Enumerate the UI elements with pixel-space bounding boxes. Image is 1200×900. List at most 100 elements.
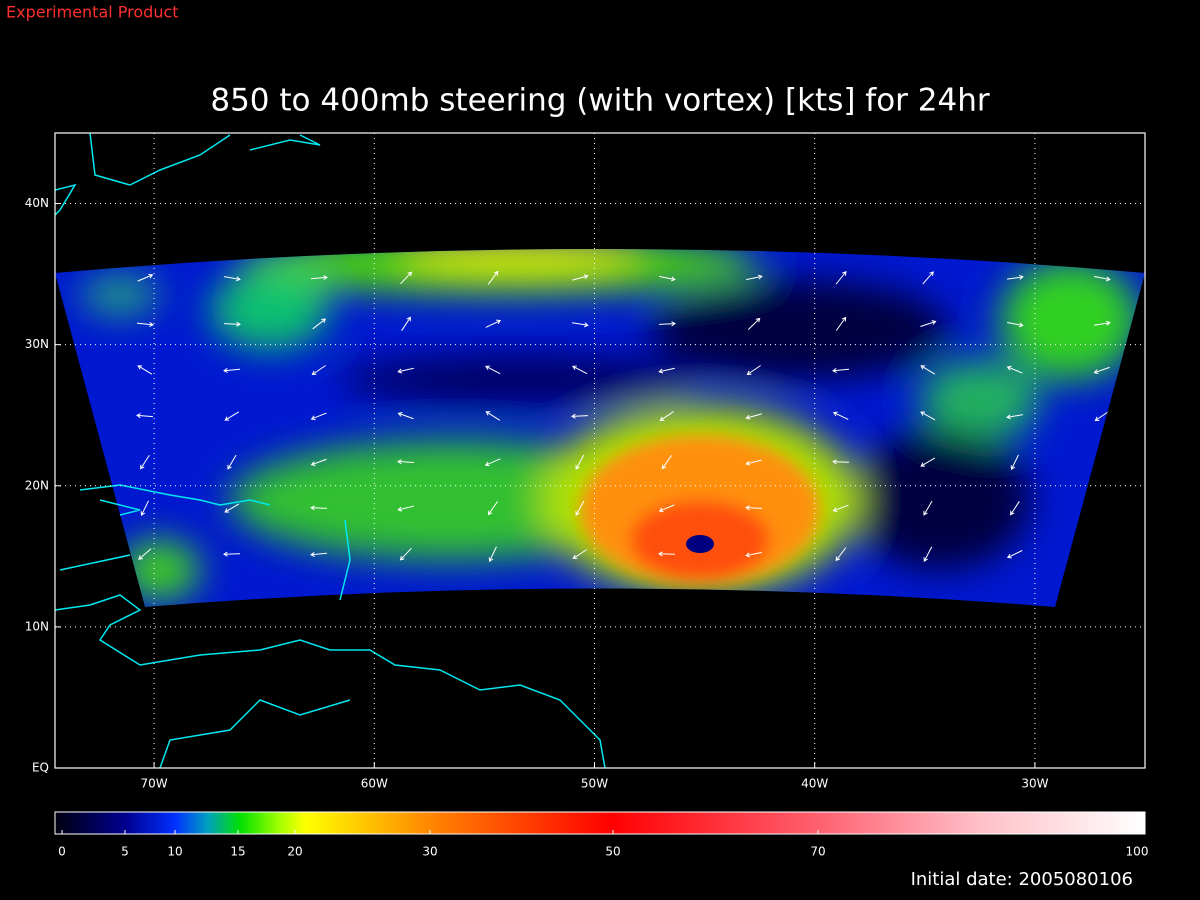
wind-arrow — [223, 551, 241, 557]
wind-arrow — [485, 319, 502, 328]
wind-arrow — [1007, 321, 1024, 328]
wind-arrow — [922, 271, 934, 285]
wind-arrow — [747, 317, 761, 330]
y-tick-label: 30N — [25, 337, 49, 351]
wind-arrow — [137, 365, 153, 375]
wind-arrow — [658, 504, 675, 513]
wind-arrow — [1096, 455, 1108, 469]
wind-arrow — [485, 365, 501, 375]
wind-arrow — [1010, 501, 1020, 516]
wind-arrow — [310, 412, 327, 421]
wind-arrow — [224, 411, 240, 421]
colorbar-label: 0 — [58, 845, 66, 859]
map-frame — [54, 132, 1146, 769]
wind-arrow — [310, 275, 328, 281]
wind-arrow — [658, 367, 675, 374]
wind-arrow — [575, 454, 585, 470]
colorbar-label: 5 — [121, 845, 129, 859]
y-tick-label: 10N — [25, 619, 49, 633]
wind-arrow — [397, 505, 414, 512]
wind-arrow — [1093, 366, 1110, 374]
wind-arrow — [575, 500, 585, 516]
wind-arrow — [1094, 320, 1111, 326]
y-tick-label: 20N — [25, 478, 49, 492]
wind-arrow — [1006, 414, 1023, 420]
wind-arrow — [835, 316, 847, 331]
wind-arrow — [658, 551, 676, 557]
colorbar-label: 70 — [810, 845, 825, 859]
wind-arrow — [745, 413, 762, 420]
wind-arrow — [223, 367, 241, 373]
y-tick-label: EQ — [32, 761, 49, 775]
wind-arrow — [832, 459, 850, 465]
wind-arrow — [920, 365, 936, 375]
wind-arrow — [227, 454, 237, 470]
wind-arrow — [1093, 505, 1110, 512]
wind-arrow — [658, 321, 676, 327]
x-tick-label: 50W — [581, 777, 608, 791]
wind-arrow — [138, 548, 152, 560]
x-tick-label: 40W — [801, 777, 828, 791]
wind-arrow — [746, 365, 761, 376]
wind-arrow — [832, 504, 849, 513]
wind-arrow — [920, 457, 936, 467]
wind-arrow — [571, 413, 589, 419]
wind-arrow — [746, 274, 763, 281]
wind-arrow — [1010, 454, 1019, 471]
wind-arrow — [487, 501, 498, 516]
y-tick-label: 40N — [25, 196, 49, 210]
x-tick-label: 30W — [1021, 777, 1048, 791]
chart-title: 850 to 400mb steering (with vortex) [kts… — [210, 83, 990, 119]
colorbar-label: 15 — [230, 845, 245, 859]
wind-arrow — [745, 505, 763, 511]
wind-arrow — [485, 411, 501, 421]
wind-arrow — [400, 271, 413, 285]
colorbar-label: 30 — [422, 845, 437, 859]
experimental-label: Experimental Product — [6, 3, 179, 22]
wind-arrow — [312, 318, 327, 330]
wind-arrow — [140, 500, 149, 517]
wind-arrow — [572, 549, 587, 559]
wind-arrow — [920, 411, 936, 421]
wind-arrow — [1093, 551, 1111, 557]
wind-arrow — [310, 458, 327, 467]
wind-arrow — [137, 273, 154, 282]
wind-arrow — [136, 413, 154, 419]
colorbar — [54, 811, 1146, 835]
wind-arrow — [572, 365, 588, 375]
wind-arrow — [745, 459, 762, 466]
colorbar-label: 10 — [167, 845, 182, 859]
wind-arrow — [224, 276, 241, 282]
wind-field — [55, 249, 1145, 607]
wind-arrow — [397, 367, 414, 374]
wind-arrow — [310, 505, 328, 511]
x-tick-label: 60W — [361, 777, 388, 791]
wind-arrow — [572, 274, 589, 281]
wind-arrow — [1094, 411, 1109, 422]
wind-arrow — [923, 546, 933, 562]
wind-arrow — [835, 547, 847, 562]
x-tick-label: 70W — [141, 777, 168, 791]
wind-arrow — [832, 368, 850, 373]
coastlines — [55, 133, 606, 768]
colorbar-label: 20 — [287, 845, 302, 859]
colorbar-label: 100 — [1126, 845, 1149, 859]
wind-arrow — [659, 275, 676, 282]
wind-arrow — [920, 320, 937, 327]
wind-arrow — [1006, 365, 1023, 374]
wind-arrow — [399, 547, 412, 561]
wind-arrow — [835, 270, 847, 285]
wind-arrow — [659, 411, 674, 421]
wind-arrow — [1007, 274, 1024, 280]
wind-arrow — [487, 270, 499, 285]
wind-arrow — [397, 412, 414, 420]
colorbar-label: 50 — [605, 845, 620, 859]
wind-arrow — [832, 411, 849, 420]
wind-arrow — [745, 551, 762, 558]
wind-arrow — [311, 365, 326, 376]
wind-arrow — [661, 455, 673, 470]
initial-date: Initial date: 2005080106 — [911, 869, 1133, 890]
wind-arrow — [1094, 275, 1111, 282]
